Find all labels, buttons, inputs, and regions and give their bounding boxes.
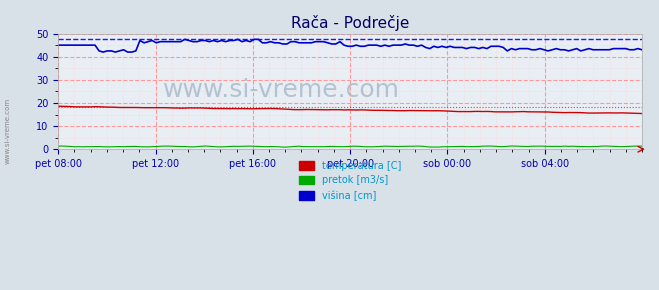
Legend: temperatura [C], pretok [m3/s], višina [cm]: temperatura [C], pretok [m3/s], višina [… bbox=[295, 157, 405, 204]
Title: Rača - Podrečje: Rača - Podrečje bbox=[291, 15, 409, 31]
Text: www.si-vreme.com: www.si-vreme.com bbox=[5, 97, 11, 164]
Text: www.si-vreme.com: www.si-vreme.com bbox=[163, 78, 401, 102]
